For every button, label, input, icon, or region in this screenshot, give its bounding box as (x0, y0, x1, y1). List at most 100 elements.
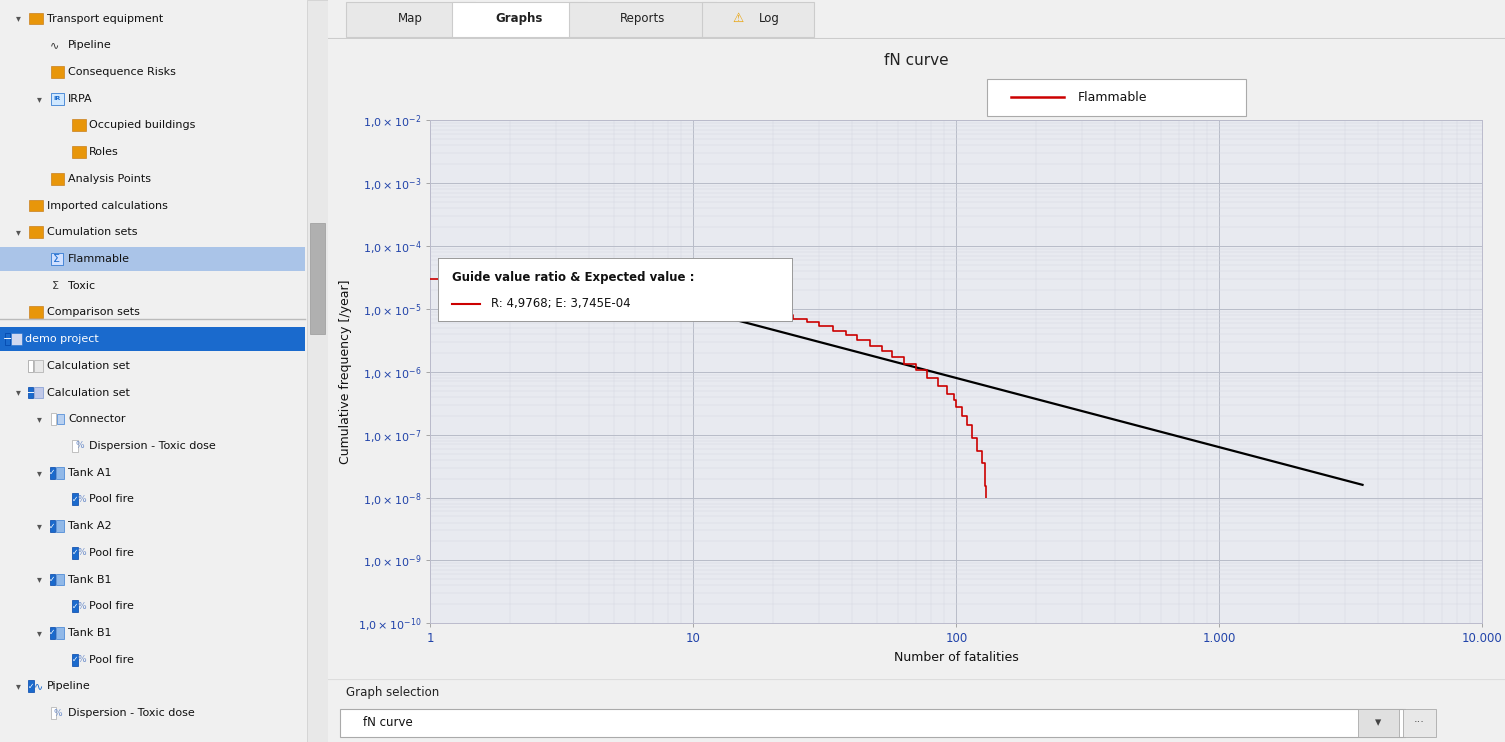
Text: demo project: demo project (26, 334, 99, 344)
FancyBboxPatch shape (72, 654, 78, 666)
Text: Graph selection: Graph selection (346, 686, 439, 699)
FancyBboxPatch shape (569, 2, 716, 37)
Text: Pool fire: Pool fire (89, 548, 134, 558)
Text: ▾: ▾ (38, 521, 42, 531)
FancyBboxPatch shape (72, 493, 78, 505)
Text: Tank A2: Tank A2 (68, 521, 111, 531)
Text: Pool fire: Pool fire (89, 601, 134, 611)
Text: −: − (3, 334, 12, 344)
FancyBboxPatch shape (72, 146, 86, 158)
Text: ▾: ▾ (15, 227, 21, 237)
Text: ✓: ✓ (50, 522, 56, 531)
Text: ∿: ∿ (50, 40, 59, 50)
Text: Imported calculations: Imported calculations (47, 200, 167, 211)
Text: Pool fire: Pool fire (89, 654, 134, 665)
FancyBboxPatch shape (50, 627, 56, 639)
Bar (1403, 709, 1436, 737)
Text: ▾: ▾ (15, 681, 21, 692)
FancyBboxPatch shape (50, 520, 56, 532)
Text: Log: Log (759, 12, 780, 25)
Text: Roles: Roles (89, 147, 119, 157)
Text: ▾: ▾ (38, 414, 42, 424)
Text: ⚠: ⚠ (731, 12, 743, 25)
Text: ✓: ✓ (72, 602, 78, 611)
Text: %: % (54, 709, 62, 718)
FancyBboxPatch shape (5, 333, 11, 345)
FancyBboxPatch shape (29, 13, 44, 24)
Text: Calculation set: Calculation set (47, 361, 129, 371)
Text: R: 4,9768; E: 3,745E-04: R: 4,9768; E: 3,745E-04 (491, 298, 631, 310)
Bar (310, 223, 325, 334)
Text: Tank B1: Tank B1 (68, 574, 111, 585)
Text: ✓: ✓ (29, 682, 35, 691)
Bar (307, 0, 328, 742)
Bar (0, 327, 306, 351)
Text: IR: IR (54, 96, 62, 101)
Text: Calculation set: Calculation set (47, 387, 129, 398)
FancyBboxPatch shape (33, 360, 42, 372)
FancyBboxPatch shape (56, 574, 65, 585)
Text: Flammable: Flammable (1078, 91, 1147, 104)
FancyBboxPatch shape (346, 2, 476, 37)
Text: Dispersion - Toxic dose: Dispersion - Toxic dose (89, 441, 217, 451)
FancyBboxPatch shape (51, 253, 63, 265)
Text: %: % (77, 548, 86, 557)
Text: Pipeline: Pipeline (68, 40, 111, 50)
FancyBboxPatch shape (33, 387, 42, 398)
Text: ✓: ✓ (72, 495, 78, 504)
Text: Transport equipment: Transport equipment (47, 13, 163, 24)
Text: Consequence Risks: Consequence Risks (68, 67, 176, 77)
Text: Dispersion - Toxic dose: Dispersion - Toxic dose (68, 708, 194, 718)
FancyBboxPatch shape (57, 414, 65, 424)
Text: Occupied buildings: Occupied buildings (89, 120, 196, 131)
Text: ···: ··· (1413, 718, 1425, 727)
FancyBboxPatch shape (29, 226, 44, 238)
FancyBboxPatch shape (51, 173, 65, 185)
FancyBboxPatch shape (29, 306, 44, 318)
Text: Tank B1: Tank B1 (68, 628, 111, 638)
Text: Graphs: Graphs (495, 12, 543, 25)
Text: ✓: ✓ (50, 575, 56, 584)
FancyBboxPatch shape (340, 709, 1406, 738)
Text: ✓: ✓ (72, 655, 78, 664)
Text: fN curve: fN curve (363, 716, 414, 729)
FancyBboxPatch shape (50, 467, 56, 479)
Text: fN curve: fN curve (885, 53, 948, 68)
FancyBboxPatch shape (987, 79, 1246, 116)
Text: ▾: ▾ (1376, 716, 1382, 729)
Text: ▾: ▾ (38, 467, 42, 478)
Text: ∿: ∿ (35, 681, 44, 692)
Text: Connector: Connector (68, 414, 125, 424)
FancyBboxPatch shape (72, 547, 78, 559)
FancyBboxPatch shape (29, 680, 35, 692)
Text: Reports: Reports (620, 12, 665, 25)
Text: Guide value ratio & Expected value :: Guide value ratio & Expected value : (452, 271, 695, 284)
Text: %: % (77, 495, 86, 504)
FancyBboxPatch shape (51, 413, 56, 425)
Text: %: % (77, 655, 86, 664)
Text: ▾: ▾ (38, 93, 42, 104)
FancyBboxPatch shape (703, 2, 814, 37)
FancyBboxPatch shape (51, 707, 56, 719)
Text: ✓: ✓ (50, 468, 56, 477)
FancyBboxPatch shape (56, 467, 65, 479)
X-axis label: Number of fatalities: Number of fatalities (894, 651, 1019, 664)
FancyBboxPatch shape (27, 387, 33, 398)
Text: Pool fire: Pool fire (89, 494, 134, 505)
Text: Σ: Σ (53, 280, 59, 291)
Text: ▾: ▾ (38, 574, 42, 585)
Text: Tank A1: Tank A1 (68, 467, 111, 478)
Text: Toxic: Toxic (68, 280, 95, 291)
FancyBboxPatch shape (51, 66, 65, 78)
Bar (0, 247, 306, 271)
Text: Comparison sets: Comparison sets (47, 307, 140, 318)
Text: Cumulation sets: Cumulation sets (47, 227, 137, 237)
FancyBboxPatch shape (72, 119, 86, 131)
FancyBboxPatch shape (29, 200, 44, 211)
Text: ▾: ▾ (15, 387, 21, 398)
FancyBboxPatch shape (27, 360, 33, 372)
FancyBboxPatch shape (50, 574, 56, 585)
Text: Flammable: Flammable (68, 254, 129, 264)
FancyBboxPatch shape (56, 627, 65, 639)
FancyBboxPatch shape (452, 2, 587, 37)
